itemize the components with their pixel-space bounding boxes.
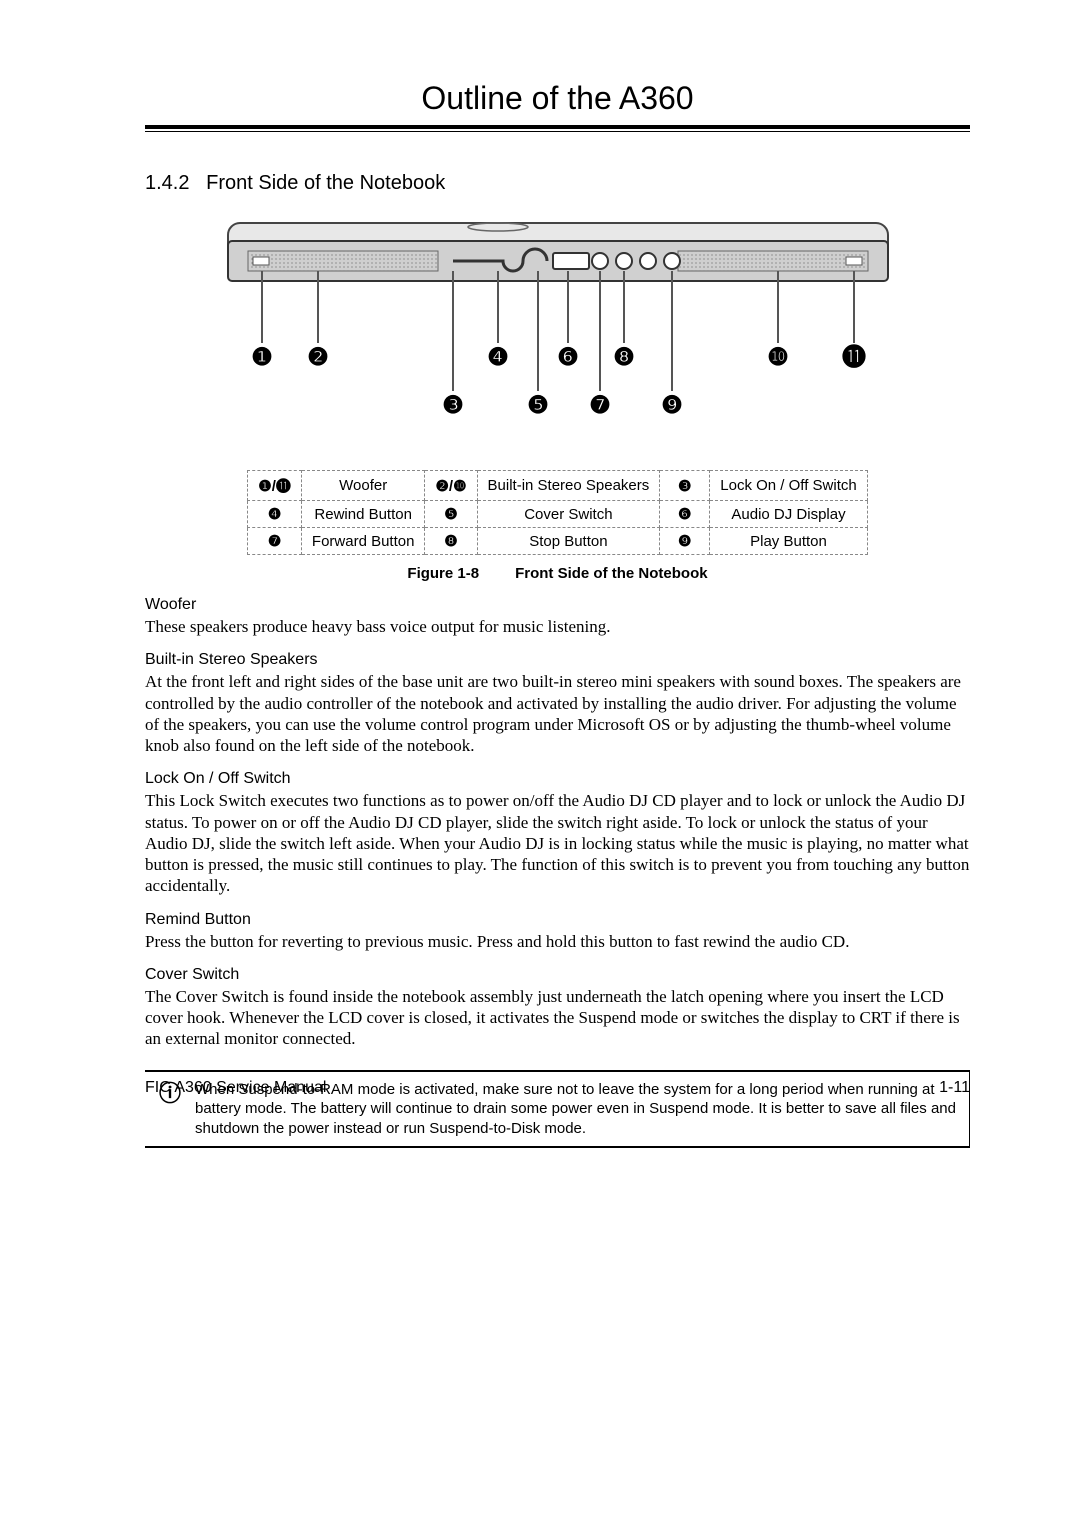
callout-10: ❿ <box>767 344 789 371</box>
legend-num: ❹ <box>248 501 302 528</box>
callout-5: ❺ <box>527 392 549 419</box>
callout-2: ❷ <box>307 344 329 371</box>
legend-num: ❽ <box>425 528 477 555</box>
page-title: Outline of the A360 <box>145 80 970 117</box>
legend-num: ❻ <box>660 501 710 528</box>
callout-11: ⓫ <box>842 343 866 371</box>
legend-label: Rewind Button <box>301 501 425 528</box>
figure-caption: Figure 1-8 Front Side of the Notebook <box>145 565 970 582</box>
subhead-lock: Lock On / Off Switch <box>145 770 970 788</box>
legend-num: ❼ <box>248 528 302 555</box>
divider-thin <box>145 131 970 132</box>
callout-8: ❽ <box>613 344 635 371</box>
callout-1: ❶ <box>251 344 273 371</box>
legend-label: Forward Button <box>301 528 425 555</box>
legend-label: Audio DJ Display <box>710 501 867 528</box>
notebook-front-svg: ❶ ❷ ❹ ❻ ❽ ❿ ⓫ ❸ ❺ ❼ ❾ <box>198 213 918 443</box>
callout-7: ❼ <box>589 392 611 419</box>
callout-9: ❾ <box>661 392 683 419</box>
legend-num: ❷/❿ <box>425 471 477 501</box>
legend-label: Stop Button <box>477 528 660 555</box>
legend-row: ❹Rewind Button❺Cover Switch❻Audio DJ Dis… <box>248 501 867 528</box>
legend-row: ❼Forward Button❽Stop Button❾Play Button <box>248 528 867 555</box>
legend-label: Play Button <box>710 528 867 555</box>
legend-num: ❸ <box>660 471 710 501</box>
figure-number: Figure 1-8 <box>407 565 479 582</box>
subhead-remind: Remind Button <box>145 911 970 929</box>
footer-left: FIC A360 Service Manual <box>145 1079 326 1097</box>
legend-num: ❾ <box>660 528 710 555</box>
page: Outline of the A360 1.4.2 Front Side of … <box>0 0 1080 1527</box>
page-footer: FIC A360 Service Manual 1-11 <box>145 1079 970 1097</box>
callout-3: ❸ <box>442 392 464 419</box>
subhead-cover: Cover Switch <box>145 966 970 984</box>
legend-table: ❶/⓫Woofer❷/❿Built-in Stereo Speakers❸Loc… <box>247 470 867 555</box>
legend-label: Built-in Stereo Speakers <box>477 471 660 501</box>
divider-thick <box>145 125 970 129</box>
legend-num: ❶/⓫ <box>248 471 302 501</box>
body-lock: This Lock Switch executes two functions … <box>145 790 970 896</box>
body-woofer: These speakers produce heavy bass voice … <box>145 616 970 637</box>
section-heading: 1.4.2 Front Side of the Notebook <box>145 172 970 195</box>
legend-label: Cover Switch <box>477 501 660 528</box>
section-name: Front Side of the Notebook <box>206 172 445 194</box>
legend-label: Woofer <box>301 471 425 501</box>
section-number: 1.4.2 <box>145 172 189 194</box>
body-cover: The Cover Switch is found inside the not… <box>145 986 970 1050</box>
callout-6: ❻ <box>557 344 579 371</box>
callout-4: ❹ <box>487 344 509 371</box>
footer-right: 1-11 <box>939 1079 970 1097</box>
legend-row: ❶/⓫Woofer❷/❿Built-in Stereo Speakers❸Loc… <box>248 471 867 501</box>
figure-title: Front Side of the Notebook <box>515 565 708 582</box>
legend-num: ❺ <box>425 501 477 528</box>
legend-label: Lock On / Off Switch <box>710 471 867 501</box>
subhead-speakers: Built-in Stereo Speakers <box>145 651 970 669</box>
body-remind: Press the button for reverting to previo… <box>145 931 970 952</box>
subhead-woofer: Woofer <box>145 596 970 614</box>
body-speakers: At the front left and right sides of the… <box>145 671 970 756</box>
front-diagram: ❶ ❷ ❹ ❻ ❽ ❿ ⓫ ❸ ❺ ❼ ❾ <box>145 213 970 448</box>
